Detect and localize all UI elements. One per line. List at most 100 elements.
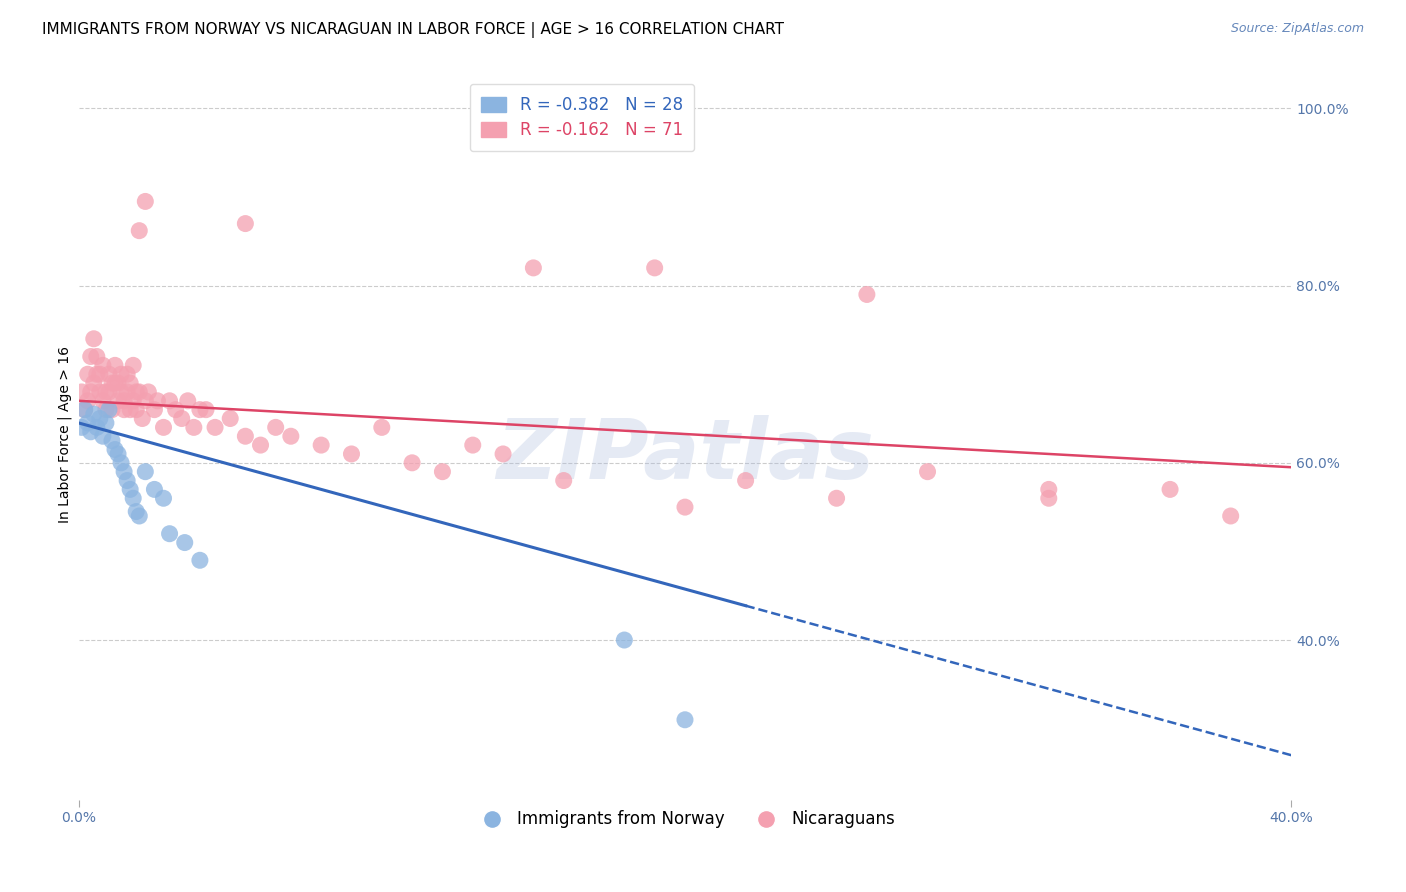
Point <box>134 465 156 479</box>
Point <box>112 402 135 417</box>
Point <box>115 368 138 382</box>
Point <box>107 447 129 461</box>
Point <box>104 376 127 390</box>
Point <box>110 368 132 382</box>
Point <box>104 359 127 373</box>
Point <box>264 420 287 434</box>
Point <box>91 429 114 443</box>
Point <box>110 456 132 470</box>
Point <box>177 393 200 408</box>
Point <box>94 384 117 399</box>
Point <box>170 411 193 425</box>
Point <box>644 260 666 275</box>
Point <box>183 420 205 434</box>
Point <box>76 393 98 408</box>
Point <box>80 384 103 399</box>
Point <box>115 384 138 399</box>
Point <box>461 438 484 452</box>
Point <box>101 434 124 448</box>
Point <box>134 393 156 408</box>
Point <box>152 420 174 434</box>
Text: IMMIGRANTS FROM NORWAY VS NICARAGUAN IN LABOR FORCE | AGE > 16 CORRELATION CHART: IMMIGRANTS FROM NORWAY VS NICARAGUAN IN … <box>42 22 785 38</box>
Point <box>104 442 127 457</box>
Point <box>80 425 103 439</box>
Point <box>86 368 108 382</box>
Point <box>1219 508 1241 523</box>
Point <box>1038 483 1060 497</box>
Point <box>76 368 98 382</box>
Point <box>97 402 120 417</box>
Point <box>115 474 138 488</box>
Point <box>492 447 515 461</box>
Point <box>89 411 111 425</box>
Point <box>101 376 124 390</box>
Point <box>125 402 148 417</box>
Point <box>159 393 181 408</box>
Point <box>673 713 696 727</box>
Point <box>120 376 142 390</box>
Point <box>159 526 181 541</box>
Point <box>152 491 174 506</box>
Point <box>86 420 108 434</box>
Point <box>120 483 142 497</box>
Point <box>94 416 117 430</box>
Point <box>432 465 454 479</box>
Point <box>204 420 226 434</box>
Point <box>112 393 135 408</box>
Point <box>165 402 187 417</box>
Point <box>91 359 114 373</box>
Point <box>917 465 939 479</box>
Point <box>673 500 696 515</box>
Point <box>83 332 105 346</box>
Point <box>73 402 96 417</box>
Point <box>734 474 756 488</box>
Point <box>80 350 103 364</box>
Point <box>73 402 96 417</box>
Point <box>125 384 148 399</box>
Point <box>522 260 544 275</box>
Point <box>107 376 129 390</box>
Point <box>94 402 117 417</box>
Text: Source: ZipAtlas.com: Source: ZipAtlas.com <box>1230 22 1364 36</box>
Point <box>134 194 156 209</box>
Point <box>138 384 160 399</box>
Point <box>76 416 98 430</box>
Point <box>825 491 848 506</box>
Point <box>128 384 150 399</box>
Point <box>194 402 217 417</box>
Point <box>613 633 636 648</box>
Point <box>188 553 211 567</box>
Point <box>553 474 575 488</box>
Point <box>89 384 111 399</box>
Point <box>70 420 93 434</box>
Point <box>146 393 169 408</box>
Point <box>309 438 332 452</box>
Point <box>110 384 132 399</box>
Point <box>249 438 271 452</box>
Point <box>89 368 111 382</box>
Text: ZIPatlas: ZIPatlas <box>496 416 875 497</box>
Point <box>120 402 142 417</box>
Point <box>235 217 257 231</box>
Point <box>125 504 148 518</box>
Point <box>128 508 150 523</box>
Point <box>122 491 145 506</box>
Point <box>83 407 105 421</box>
Point <box>856 287 879 301</box>
Point <box>235 429 257 443</box>
Point <box>371 420 394 434</box>
Point <box>83 376 105 390</box>
Point <box>188 402 211 417</box>
Point <box>97 368 120 382</box>
Point <box>112 465 135 479</box>
Point <box>91 393 114 408</box>
Point <box>280 429 302 443</box>
Point <box>122 359 145 373</box>
Point <box>131 411 153 425</box>
Point <box>143 402 166 417</box>
Point <box>219 411 242 425</box>
Point <box>1159 483 1181 497</box>
Point <box>1038 491 1060 506</box>
Point <box>101 402 124 417</box>
Point <box>86 350 108 364</box>
